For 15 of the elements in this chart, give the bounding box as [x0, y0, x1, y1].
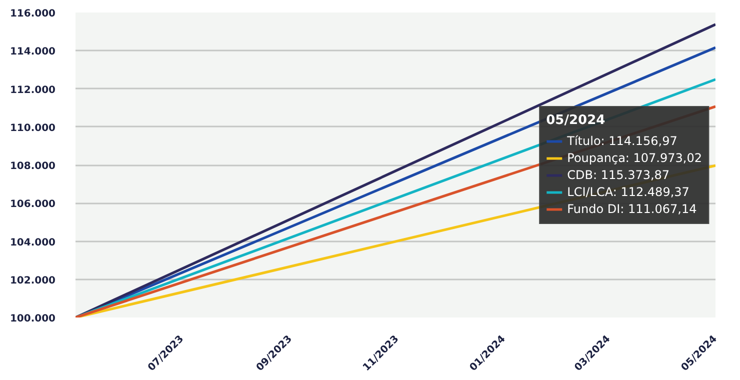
- legend-label: Título: 114.156,97: [567, 132, 678, 148]
- y-tick-label: 114.000: [10, 46, 56, 58]
- legend-label: Poupança: 107.973,02: [567, 150, 702, 166]
- legend-label: LCI/LCA: 112.489,37: [567, 184, 690, 200]
- y-tick-label: 102.000: [10, 275, 56, 286]
- legend-label: Fundo DI: 111.067,14: [567, 200, 697, 216]
- y-tick-label: 112.000: [10, 84, 56, 96]
- y-tick-label: 108.000: [10, 161, 56, 172]
- y-tick-label: 106.000: [10, 199, 56, 210]
- y-tick-label: 100.000: [10, 314, 56, 324]
- y-tick-label: 104.000: [10, 237, 56, 248]
- y-tick-label: 116.000: [10, 8, 56, 20]
- y-tick-label: 110.000: [10, 122, 56, 134]
- legend-title: 05/2024: [546, 112, 606, 128]
- legend-label: CDB: 115.373,87: [567, 166, 670, 182]
